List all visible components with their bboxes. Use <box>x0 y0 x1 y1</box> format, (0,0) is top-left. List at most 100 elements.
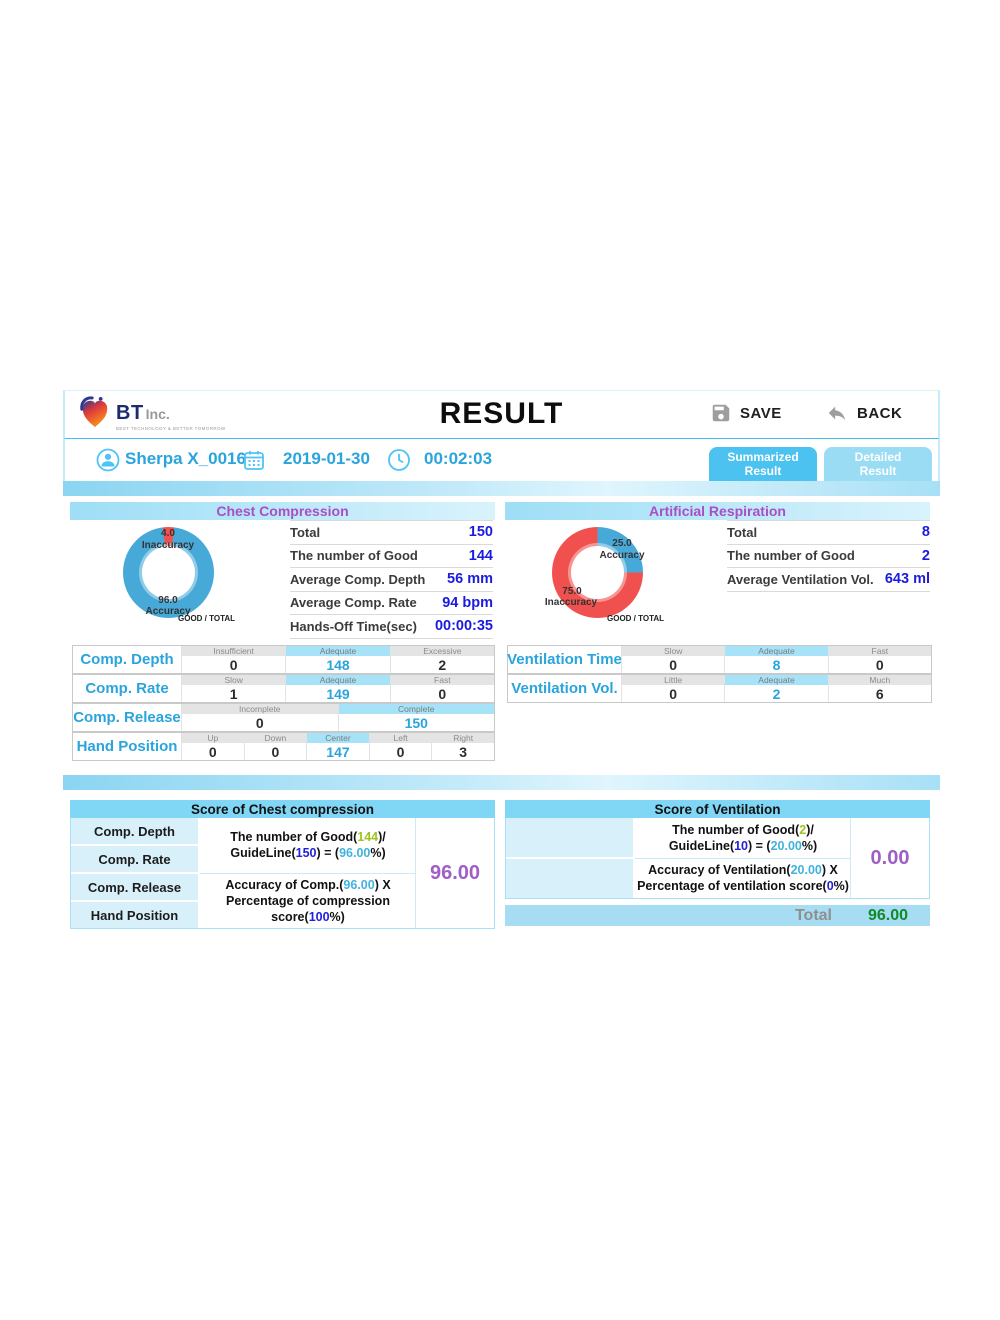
stat-row: Average Ventilation Vol. 643 ml <box>727 568 930 592</box>
row-label: Hand Position <box>76 738 178 755</box>
formula-text-segment: GuideLine( <box>230 846 296 861</box>
stat-row: Total 150 <box>290 521 493 545</box>
back-button[interactable]: BACK <box>825 402 902 424</box>
stat-row: Average Comp. Rate 94 bpm <box>290 592 493 615</box>
col-value: 0 <box>255 715 264 731</box>
col-header: Slow <box>622 646 725 657</box>
formula-guideline: 150 <box>295 846 317 861</box>
col-value: 2 <box>772 686 781 702</box>
total-score-bar: Total 96.00 <box>505 905 930 926</box>
col-value: 147 <box>326 744 350 760</box>
stat-value: 56 mm <box>447 571 493 588</box>
chest-inaccuracy-value: 4.0 <box>161 528 175 539</box>
score-chest-table: Score of Chest compression Comp. Depth C… <box>70 800 495 929</box>
col-value: 149 <box>326 686 350 702</box>
save-button[interactable]: SAVE <box>710 402 782 424</box>
col-value: 8 <box>772 657 781 673</box>
col-header: Adequate <box>286 646 390 657</box>
stat-label: The number of Good <box>727 548 855 564</box>
col-header: Fast <box>390 675 494 686</box>
formula-good-count: 144 <box>357 830 379 845</box>
row-label: Comp. Rate <box>85 680 169 697</box>
stat-value: 8 <box>921 524 930 541</box>
back-label: BACK <box>857 404 903 422</box>
score-row-label: Hand Position <box>71 902 198 928</box>
formula-accuracy: 20.00 <box>790 863 822 878</box>
chest-inaccuracy-label: Inaccuracy <box>141 540 195 551</box>
col-header: Left <box>369 733 432 744</box>
stat-value: 2 <box>921 547 930 564</box>
stat-label: The number of Good <box>290 548 418 564</box>
artificial-respiration-donut-chart <box>552 527 643 618</box>
brand-logo: BT Inc. BEST TECHNOLOGY & BETTER TOMORRO… <box>79 395 226 431</box>
col-value: 0 <box>875 657 884 673</box>
resp-inaccuracy-value: 75.0 <box>562 586 582 597</box>
stat-row: Average Comp. Depth 56 mm <box>290 568 493 592</box>
resp-donut-caption: GOOD / TOTAL <box>607 614 665 623</box>
col-header: Incomplete <box>182 704 338 715</box>
col-value: 0 <box>396 744 405 760</box>
col-header: Adequate <box>725 646 828 657</box>
col-value: 3 <box>459 744 468 760</box>
tab-label: Result <box>744 464 782 478</box>
divider-bar <box>63 481 940 496</box>
formula-text-segment: Percentage of ventilation score( <box>637 879 827 894</box>
stat-label: Average Ventilation Vol. <box>727 571 874 587</box>
stat-row: The number of Good 2 <box>727 545 930 568</box>
tab-summarized-result[interactable]: Summarized Result <box>709 447 817 481</box>
device-name: Sherpa X_0016 <box>125 449 246 468</box>
chest-stats-table: Total 150 The number of Good 144 Average… <box>290 520 493 639</box>
ventilation-time-row: Ventilation Time Slow 0 Adequate 8 Fast 0 <box>507 645 932 674</box>
formula-text-segment: GuideLine( <box>668 838 735 853</box>
tab-label: Detailed <box>854 450 902 464</box>
stat-label: Average Comp. Depth <box>290 571 426 587</box>
chest-compression-section-title: Chest Compression <box>70 502 495 520</box>
formula-text-segment: ) = ( <box>316 846 340 861</box>
formula-percent: 96.00 <box>339 846 371 861</box>
tab-detailed-result[interactable]: Detailed Result <box>824 447 932 481</box>
score-vent-formulas: The number of Good(2)/ GuideLine(10) = (… <box>635 818 851 898</box>
back-arrow-icon <box>828 406 846 421</box>
stat-row: Hands-Off Time(sec) 00:00:35 <box>290 615 493 639</box>
stat-row: The number of Good 144 <box>290 545 493 568</box>
formula-text-segment: )/ <box>378 830 386 845</box>
formula-text-segment: The number of Good( <box>672 822 800 837</box>
col-value: 2 <box>438 657 447 673</box>
col-header: Adequate <box>725 675 828 686</box>
col-value: 1 <box>229 686 238 702</box>
col-value: 0 <box>229 657 238 673</box>
chest-donut-caption: GOOD / TOTAL <box>178 614 236 623</box>
clock-icon <box>388 449 410 471</box>
comp-release-row: Comp. Release Incomplete 0 Complete 150 <box>72 703 495 732</box>
score-ventilation-table: Score of Ventilation The number of Good(… <box>505 800 930 899</box>
hand-position-row: Hand Position Up 0 Down 0 Center 147 Left 0 … <box>72 732 495 761</box>
col-header: Slow <box>182 675 286 686</box>
formula-accuracy: 96.00 <box>343 877 375 892</box>
comp-rate-row: Comp. Rate Slow 1 Adequate 149 Fast 0 <box>72 674 495 703</box>
col-value: 0 <box>669 657 678 673</box>
col-header: Right <box>432 733 494 744</box>
heart-logo-icon <box>80 396 108 428</box>
score-vent-row-labels <box>506 818 633 898</box>
session-info-bar: Sherpa X_0016 2019-01-30 00:02:03 Summar… <box>63 439 940 481</box>
resp-accuracy-label: Accuracy <box>599 550 645 561</box>
stat-label: Total <box>727 524 758 540</box>
save-label: SAVE <box>740 404 782 422</box>
stat-label: Average Comp. Rate <box>290 595 417 611</box>
stat-value: 150 <box>468 524 493 541</box>
col-value: 150 <box>404 715 428 731</box>
col-value: 0 <box>669 686 678 702</box>
total-label: Total <box>794 906 832 924</box>
formula-text-segment: Accuracy of Ventilation( <box>648 863 791 878</box>
header-bar: BT Inc. BEST TECHNOLOGY & BETTER TOMORRO… <box>63 390 940 440</box>
score-row-label <box>506 818 633 857</box>
col-header: Complete <box>338 704 494 715</box>
formula-percent: 20.00 <box>770 838 802 853</box>
col-value: 148 <box>326 657 350 673</box>
brand-suffix: Inc. <box>145 406 170 422</box>
stat-value: 94 bpm <box>442 594 493 611</box>
score-ventilation-header: Score of Ventilation <box>505 800 930 818</box>
brand-text: BT Inc. BEST TECHNOLOGY & BETTER TOMORRO… <box>116 402 226 431</box>
calendar-icon <box>244 451 264 470</box>
col-header: Excessive <box>390 646 494 657</box>
